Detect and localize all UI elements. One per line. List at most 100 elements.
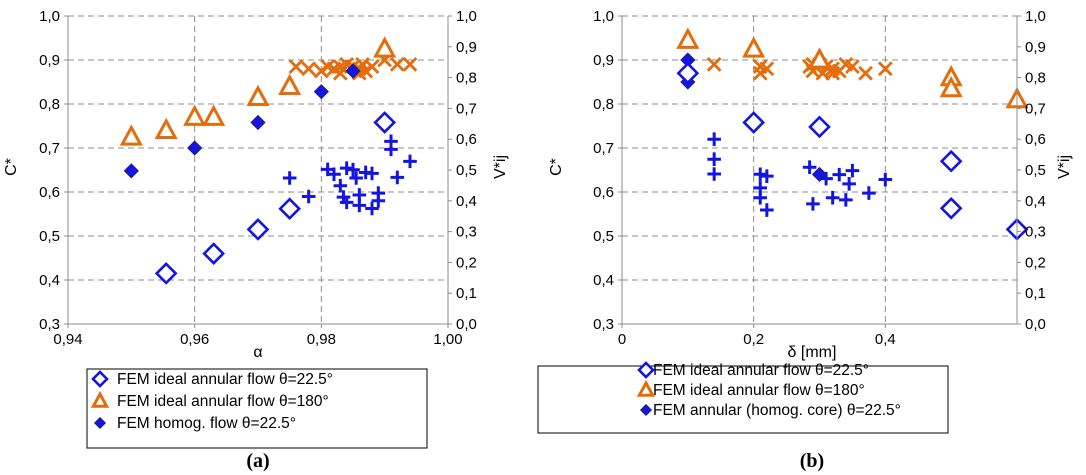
chart-b-point-open-diamond <box>676 61 700 85</box>
chart-a-series-filled-diamond <box>123 63 361 179</box>
chart-a-y2-tick-label: 0,8 <box>456 70 477 87</box>
chart-b-point-x <box>845 59 860 74</box>
chart-a-point-open-diamond <box>278 197 302 221</box>
chart-a-legend-marker-2 <box>93 416 107 430</box>
chart-b-y2-tick-label: 0,9 <box>1025 39 1046 56</box>
chart-a-point-plus <box>403 154 417 169</box>
chart-b-legend-box <box>537 365 949 434</box>
chart-b-y-tick-label: 0,6 <box>593 184 614 201</box>
chart-a-x-tick-label: 1,00 <box>433 331 462 348</box>
chart-b-y-tick-label: 0,8 <box>593 96 614 113</box>
chart-a-point-open-triangle <box>373 36 397 58</box>
chart-a-point-plus <box>390 170 405 185</box>
chart-b-marks <box>676 27 1029 241</box>
chart-b-series-open-triangle <box>676 27 1029 109</box>
chart-a-x-tick-label: 0,94 <box>53 331 82 348</box>
chart-b-y2-tick-label: 0,7 <box>1025 100 1046 117</box>
chart-b-point-plus <box>753 167 768 182</box>
chart-a-legend-label-1: FEM ideal annular flow θ=180° <box>117 393 329 410</box>
chart-a-point-plus <box>301 189 316 204</box>
chart-a-legend-marker-0 <box>91 370 109 388</box>
chart-a-point-filled-diamond <box>123 163 139 179</box>
chart-a-legend-label-0: FEM ideal annular flow θ=22.5° <box>117 371 333 388</box>
chart-a-y2-tick-label: 0,9 <box>456 39 477 56</box>
chart-b-axes: 0,3 0,4 0,5 0,6 0,7 0,8 0,9 1,0 0,0 0,1 0,2 0,3 0,4 0… <box>593 8 1046 348</box>
chart-a-point-filled-diamond <box>250 114 266 131</box>
chart-b-x-axis-title: δ [mm] <box>788 344 837 361</box>
chart-a-legend-box <box>86 368 428 449</box>
chart-b-y2-tick-label: 0,8 <box>1025 70 1046 87</box>
chart-b-y-tick-label: 1,0 <box>593 8 614 25</box>
chart-b-point-x <box>877 61 893 77</box>
chart-b-x-tick-label: 0 <box>618 331 626 348</box>
chart-a-y2-tick-label: 0,5 <box>456 162 477 179</box>
chart-a-point-plus <box>352 198 367 213</box>
chart-b-point-x <box>858 65 873 81</box>
chart-b-series-plus <box>707 132 893 217</box>
chart-a-y-tick-label: 0,3 <box>39 316 60 333</box>
chart-a-point-plus <box>339 161 354 175</box>
chart-b-point-filled-diamond <box>811 166 828 182</box>
chart-b-point-open-triangle <box>807 47 832 69</box>
chart-a-point-open-triangle <box>278 73 302 96</box>
chart-b-point-plus <box>753 190 768 205</box>
chart-a-point-open-triangle <box>119 124 143 146</box>
chart-b-point-plus <box>707 132 721 146</box>
chart-a-point-plus <box>349 171 363 185</box>
chart-a-y-tick-label: 0,6 <box>39 184 60 201</box>
chart-a-point-open-triangle <box>202 104 226 126</box>
chart-a-point-open-triangle <box>154 117 178 140</box>
chart-b-point-plus <box>707 152 721 167</box>
chart-a-point-filled-diamond <box>187 140 203 156</box>
chart-a-point-plus <box>339 195 354 210</box>
chart-b-point-open-triangle <box>742 36 766 58</box>
chart-a-point-x <box>301 61 317 77</box>
chart-b-point-plus <box>845 163 860 178</box>
chart-a-legend-label-2: FEM homog. flow θ=22.5° <box>117 415 296 432</box>
chart-a-x-tick-label: 0,96 <box>180 331 209 348</box>
chart-a-y2-tick-label: 0,7 <box>456 100 477 117</box>
chart-a-y-axis-title: C* <box>3 158 20 176</box>
chart-panel-b: 0,3 0,4 0,5 0,6 0,7 0,8 0,9 1,0 0,0 0,1 0,2 0,3 0,4 0… <box>537 8 1073 472</box>
chart-a-legend-marker-1 <box>90 390 110 408</box>
chart-b-y-axis-title: C* <box>548 158 565 176</box>
chart-b-y2-tick-label: 1,0 <box>1025 8 1046 25</box>
chart-a-panel-label: (a) <box>246 450 269 472</box>
chart-a-marks <box>119 36 418 285</box>
chart-a-y2-tick-label: 0,0 <box>456 316 477 333</box>
chart-a-y2-tick-label: 0,4 <box>456 193 477 210</box>
chart-b-point-open-diamond <box>808 115 831 139</box>
chart-a-point-x <box>389 57 405 72</box>
chart-b-point-plus <box>878 172 893 187</box>
chart-b-legend-label-2: FEM annular (homog. core) θ=22.5° <box>653 402 901 419</box>
chart-a-y-tick-label: 0,8 <box>39 96 60 113</box>
chart-a-point-plus <box>327 167 341 182</box>
chart-b-point-open-diamond <box>939 149 963 173</box>
chart-a-y2-tick-label: 0,3 <box>456 224 477 241</box>
chart-a-y-tick-label: 0,7 <box>39 140 60 157</box>
chart-b-point-plus <box>839 193 853 207</box>
chart-b-legend-marker-0 <box>637 361 655 379</box>
chart-b-legend-marker-2 <box>639 403 653 417</box>
chart-a-point-x <box>288 59 304 74</box>
chart-b-y-tick-label: 0,7 <box>593 140 614 157</box>
chart-a-y-tick-label: 0,4 <box>39 272 60 289</box>
chart-b-y2-tick-label: 0,6 <box>1025 131 1046 148</box>
chart-b-point-plus <box>825 190 840 205</box>
chart-b-point-plus <box>842 177 856 191</box>
chart-b-y2-tick-label: 0,1 <box>1025 285 1046 302</box>
chart-b-point-open-diamond <box>939 196 963 220</box>
chart-a-series-open-diamond <box>154 111 397 285</box>
chart-b-point-plus <box>862 186 876 200</box>
chart-a-point-open-diamond <box>202 242 226 265</box>
chart-a-series-open-triangle <box>119 36 397 146</box>
chart-b-legend-label-0: FEM ideal annular flow θ=22.5° <box>653 362 869 379</box>
chart-b-series-open-diamond <box>676 61 1029 241</box>
chart-b-point-plus <box>806 197 820 211</box>
chart-b-y-tick-label: 0,9 <box>593 52 614 69</box>
chart-a-y2-tick-label: 0,1 <box>456 285 477 302</box>
chart-b-legend-label-1: FEM ideal annular flow θ=180° <box>653 382 865 399</box>
chart-a-legend: FEM ideal annular flow θ=22.5° FEM ideal … <box>86 368 428 449</box>
chart-b-x-tick-label: 0,4 <box>875 331 896 348</box>
